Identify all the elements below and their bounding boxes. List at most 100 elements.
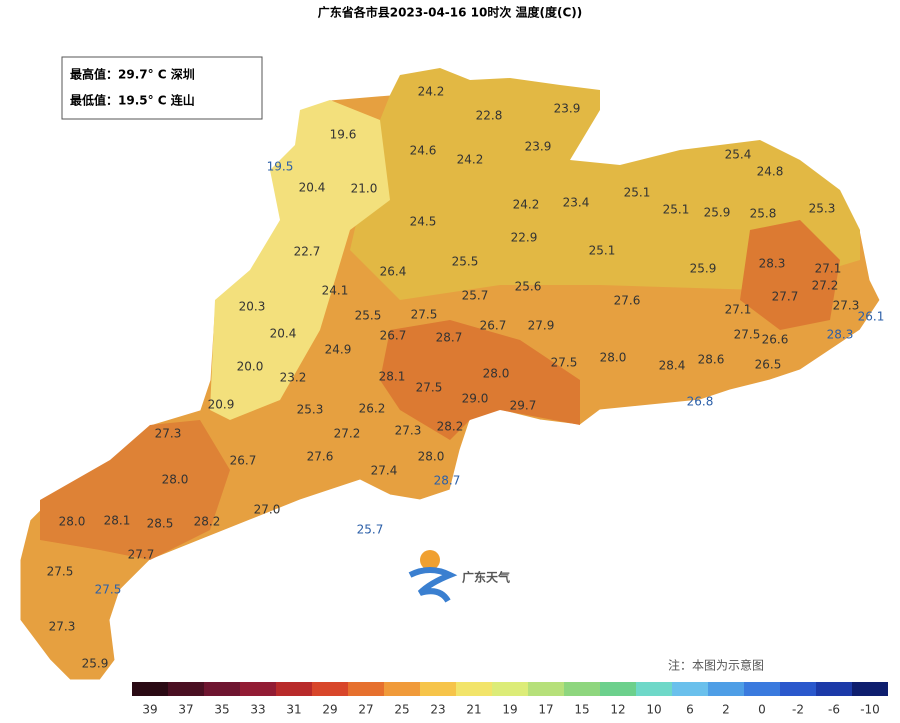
temp-label: 24.2	[457, 153, 484, 167]
temp-label: 24.1	[322, 284, 349, 298]
legend-label: -2	[792, 703, 804, 717]
temp-label: 28.7	[436, 331, 463, 345]
temp-label: 24.2	[418, 85, 445, 99]
temp-label: 27.2	[812, 279, 839, 293]
temp-label: 28.5	[147, 517, 174, 531]
temp-label: 25.4	[725, 148, 752, 162]
temp-label: 20.4	[270, 327, 297, 341]
temp-label: 26.2	[359, 402, 386, 416]
temp-label: 21.0	[351, 182, 378, 196]
logo-sun	[420, 550, 440, 570]
legend-label: 35	[214, 703, 229, 717]
temp-label: 29.7	[510, 399, 537, 413]
temp-label: 26.7	[480, 319, 507, 333]
legend-swatch	[528, 682, 564, 696]
legend-swatch	[744, 682, 780, 696]
temp-label: 28.6	[698, 353, 725, 367]
temp-label: 27.1	[725, 303, 752, 317]
temp-label: 25.9	[704, 206, 731, 220]
temp-label: 25.1	[663, 203, 690, 217]
temp-label: 27.5	[551, 356, 578, 370]
info-min: 最低值：19.5° C 连山	[70, 93, 195, 108]
region-west	[40, 420, 230, 560]
legend-label: 15	[574, 703, 589, 717]
legend-label: 25	[394, 703, 409, 717]
temp-label: 28.0	[483, 367, 510, 381]
temp-label: 27.5	[411, 308, 438, 322]
region-north	[350, 68, 860, 300]
legend-swatch	[276, 682, 312, 696]
info-box	[61, 56, 263, 120]
legend-label: 31	[286, 703, 301, 717]
legend-swatch	[816, 682, 852, 696]
legend-label: 2	[722, 703, 730, 717]
note: 注：本图为示意图	[668, 658, 764, 673]
legend-label: 19	[502, 703, 517, 717]
temp-label: 23.9	[525, 140, 552, 154]
legend-label: 27	[358, 703, 373, 717]
temp-label: 27.7	[128, 548, 155, 562]
legend-label: 10	[646, 703, 661, 717]
temp-label: 28.0	[59, 515, 86, 529]
legend-label: -6	[828, 703, 840, 717]
temp-label: 25.6	[515, 280, 542, 294]
temp-label: 29.0	[462, 392, 489, 406]
temp-label: 23.4	[563, 196, 590, 210]
temp-label: 22.7	[294, 245, 321, 259]
temp-label: 27.6	[307, 450, 334, 464]
temp-label: 19.6	[330, 128, 357, 142]
temp-label: 26.6	[762, 333, 789, 347]
legend-label: 17	[538, 703, 553, 717]
logo-text: 广东天气	[462, 570, 510, 585]
temp-label: 28.3	[759, 257, 786, 271]
legend-label: 23	[430, 703, 445, 717]
legend-label: 12	[610, 703, 625, 717]
legend-label: -10	[860, 703, 880, 717]
temp-label: 19.5	[267, 160, 294, 174]
temp-label: 26.4	[380, 265, 407, 279]
temp-label: 22.8	[476, 109, 503, 123]
logo-wave	[408, 567, 458, 603]
temp-label: 26.8	[687, 395, 714, 409]
legend-swatch	[204, 682, 240, 696]
temp-label: 28.0	[600, 351, 627, 365]
temp-label: 25.7	[357, 523, 384, 537]
temp-label: 28.2	[194, 515, 221, 529]
temp-label: 24.9	[325, 343, 352, 357]
region-northwest	[210, 100, 390, 420]
temp-label: 27.0	[254, 503, 281, 517]
temp-label: 26.7	[380, 329, 407, 343]
temp-label: 26.7	[230, 454, 257, 468]
logo-group: 广东天气	[408, 550, 510, 603]
temp-label: 25.3	[297, 403, 324, 417]
legend-swatch	[564, 682, 600, 696]
legend-swatch	[132, 682, 168, 696]
temp-label: 24.5	[410, 215, 437, 229]
temp-label: 27.5	[95, 583, 122, 597]
temp-label: 27.6	[614, 294, 641, 308]
region-east	[740, 220, 840, 330]
temp-label: 28.1	[379, 370, 406, 384]
temp-label: 27.9	[528, 319, 555, 333]
legend-swatch	[348, 682, 384, 696]
temp-label: 20.3	[239, 300, 266, 314]
temp-label: 26.5	[755, 358, 782, 372]
legend-swatch	[852, 682, 888, 696]
temp-label: 25.5	[452, 255, 479, 269]
legend-swatch	[456, 682, 492, 696]
temp-label: 28.4	[659, 359, 686, 373]
temp-label: 20.9	[208, 398, 235, 412]
temp-label: 23.9	[554, 102, 581, 116]
temp-label: 24.8	[757, 165, 784, 179]
temp-label: 27.1	[815, 262, 842, 276]
temp-label: 25.9	[82, 657, 109, 671]
temp-label: 26.1	[858, 310, 885, 324]
temp-label: 27.3	[833, 299, 860, 313]
legend-swatch	[384, 682, 420, 696]
legend-swatch	[420, 682, 456, 696]
temp-label: 25.1	[589, 244, 616, 258]
temp-label: 27.3	[49, 620, 76, 634]
legend-swatch	[312, 682, 348, 696]
